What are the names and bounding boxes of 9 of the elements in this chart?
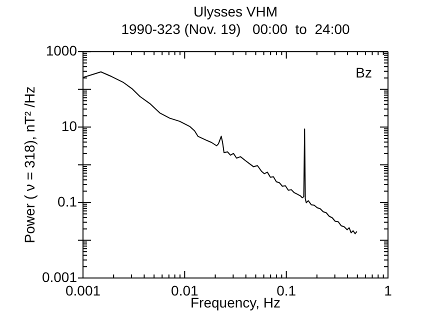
y-tick-label: 10 [61, 118, 78, 134]
y-tick-label: 1000 [46, 42, 78, 58]
annotation: Bz [356, 64, 372, 80]
chart-subtitle: 1990-323 (Nov. 19) 00:00 to 24:00 [121, 21, 350, 38]
y-tick-label: 0.1 [58, 193, 78, 210]
chart-title: Ulysses VHM [193, 3, 278, 20]
x-tick-label: 1 [384, 282, 392, 298]
y-tick-label: 0.001 [42, 268, 78, 285]
y-axis-title: Power ( ν = 318), nT² /Hz [21, 86, 38, 244]
